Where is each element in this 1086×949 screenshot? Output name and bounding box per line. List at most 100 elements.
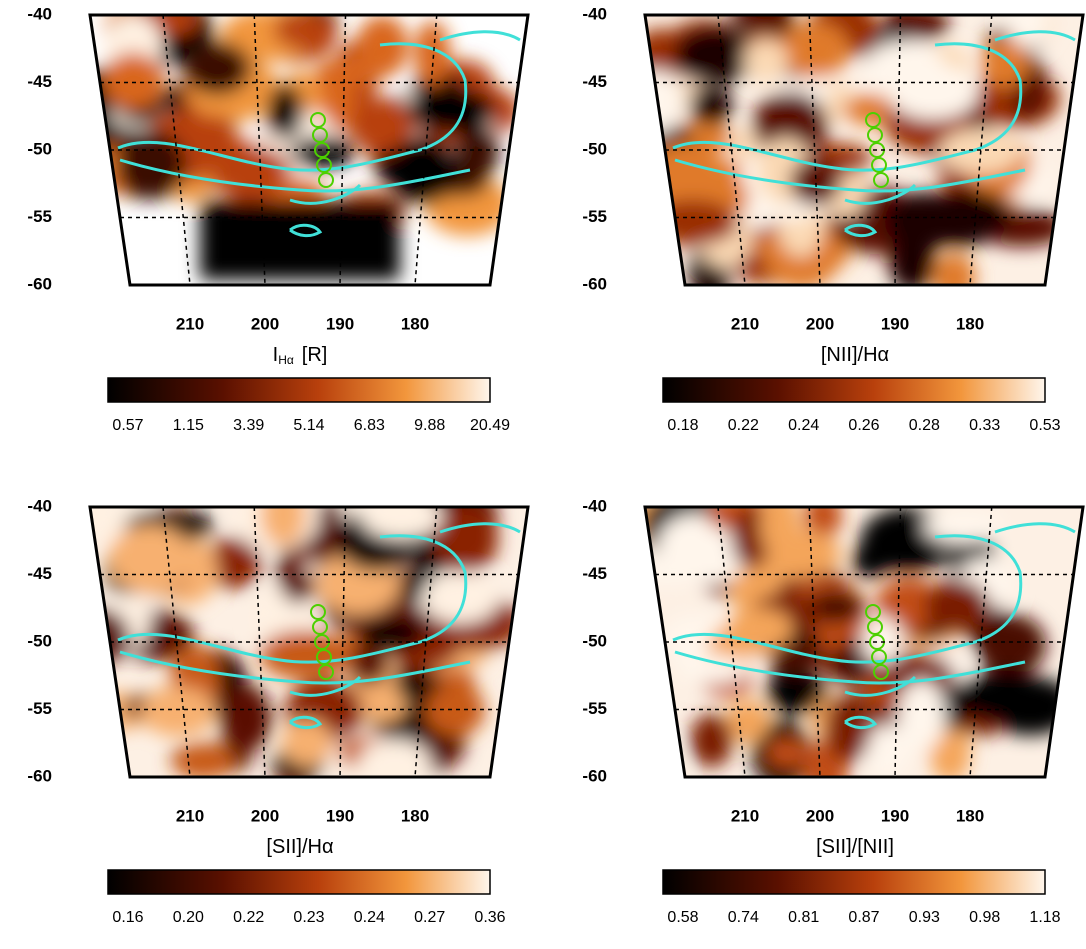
- map-blob: [259, 630, 349, 679]
- x-tick-label: 210: [731, 314, 759, 333]
- grid-line: [717, 14, 746, 286]
- map-blob: [932, 253, 976, 285]
- colorbar-tick-label: 0.27: [414, 909, 445, 926]
- colorbar-tick-label: 0.20: [173, 909, 204, 926]
- colorbar-tick-label: 0.26: [848, 417, 879, 434]
- map-blob: [108, 524, 192, 594]
- colorbar-tick-label: 1.18: [1029, 909, 1060, 926]
- grid-line: [253, 14, 266, 286]
- region-marker: [873, 172, 889, 188]
- map-blob: [804, 507, 842, 540]
- map-frame: [88, 13, 530, 287]
- map-blob: [200, 200, 400, 280]
- map-blob: [766, 738, 807, 768]
- region-marker: [316, 157, 332, 173]
- y-tick-label: -50: [27, 139, 52, 158]
- map-blob: [281, 718, 333, 767]
- colorbar-tick-label: 0.57: [112, 417, 143, 434]
- map-blob: [974, 614, 1047, 677]
- map-image: [645, 15, 1083, 285]
- region-marker: [873, 664, 889, 680]
- map-image: [645, 507, 1083, 777]
- map-blob: [860, 616, 904, 665]
- grid-line: [969, 506, 993, 778]
- y-tick-label: -50: [27, 631, 52, 650]
- map-blob: [646, 199, 739, 246]
- x-tick-label: 200: [251, 314, 279, 333]
- map-blob: [778, 21, 850, 79]
- map-blob: [314, 57, 372, 90]
- map-blob: [348, 98, 417, 153]
- y-tick-label: -60: [582, 274, 607, 293]
- x-axis-label: [SII]/[NII]: [816, 836, 894, 858]
- colorbar-tick-label: 20.49: [470, 417, 510, 434]
- grid-line: [162, 14, 191, 286]
- grid-line: [969, 14, 993, 286]
- y-tick-label: -40: [582, 496, 607, 515]
- colorbar-tick-label: 0.98: [969, 909, 1000, 926]
- grid-line: [717, 506, 746, 778]
- x-tick-label: 210: [176, 806, 204, 825]
- y-tick-label: -40: [27, 4, 52, 23]
- map-blob: [924, 579, 990, 634]
- colorbar: [662, 377, 1046, 403]
- region-marker: [318, 172, 334, 188]
- y-tick-label: -60: [27, 274, 52, 293]
- colorbar: [107, 869, 491, 895]
- grid-line: [808, 506, 821, 778]
- panel: -40 -45 -50 -55 -60 210 200 190 180 [NII]/Hα 0.18 0…: [582, 4, 1085, 434]
- map-blob: [183, 42, 252, 96]
- map-blob: [102, 52, 165, 110]
- map-blob: [205, 537, 262, 589]
- label-suffix: [R]: [302, 344, 328, 366]
- map-blob: [897, 680, 946, 752]
- x-axis-label: [SII]/Hα: [266, 836, 333, 858]
- map-blob: [957, 670, 1054, 723]
- colorbar-tick-label: 6.83: [354, 417, 385, 434]
- panel: -40 -45 -50 -55 -60 210 200 190 180 IHα [R] 0.57 1.1…: [27, 4, 530, 434]
- map-blob: [725, 699, 770, 744]
- map-frame: [88, 505, 530, 779]
- map-blob: [219, 684, 272, 753]
- x-tick-label: 180: [401, 314, 429, 333]
- y-tick-label: -55: [27, 699, 52, 718]
- colorbar: [662, 869, 1046, 895]
- y-tick-label: -40: [27, 496, 52, 515]
- region-marker: [310, 604, 326, 620]
- x-tick-label: 190: [881, 806, 909, 825]
- region-marker: [865, 604, 881, 620]
- x-tick-label: 180: [956, 806, 984, 825]
- map-blob: [875, 578, 944, 631]
- grid-line: [414, 14, 438, 286]
- y-tick-label: -55: [27, 207, 52, 226]
- contour: [117, 30, 521, 238]
- map-blob: [689, 84, 733, 127]
- colorbar-tick-label: 0.18: [667, 417, 698, 434]
- colorbar-tick-label: 0.22: [728, 417, 759, 434]
- y-tick-label: -55: [582, 699, 607, 718]
- colorbar-tick-label: 0.74: [728, 909, 759, 926]
- x-tick-label: 180: [956, 314, 984, 333]
- x-tick-label: 200: [806, 314, 834, 333]
- y-tick-label: -40: [582, 4, 607, 23]
- map-blob: [825, 693, 871, 763]
- map-blob: [90, 609, 131, 664]
- colorbar: [107, 377, 491, 403]
- panel: -40 -45 -50 -55 -60 210 200 190 180 [SII]/Hα 0.16 0…: [27, 496, 530, 926]
- grid-line: [894, 506, 902, 778]
- region-marker: [871, 649, 887, 665]
- map-blobs: [90, 15, 521, 280]
- map-blob: [357, 619, 424, 652]
- map-blob: [360, 507, 443, 540]
- x-tick-label: 180: [401, 806, 429, 825]
- map-blob: [414, 20, 451, 86]
- label-text: [SII]/[NII]: [816, 836, 894, 858]
- colorbar-tick-label: 0.87: [848, 909, 879, 926]
- x-tick-label: 190: [881, 314, 909, 333]
- map-blob: [421, 571, 500, 624]
- x-tick-label: 210: [176, 314, 204, 333]
- region-marker: [318, 664, 334, 680]
- label-text: [NII]/Hα: [821, 344, 889, 366]
- map-blob: [356, 15, 409, 78]
